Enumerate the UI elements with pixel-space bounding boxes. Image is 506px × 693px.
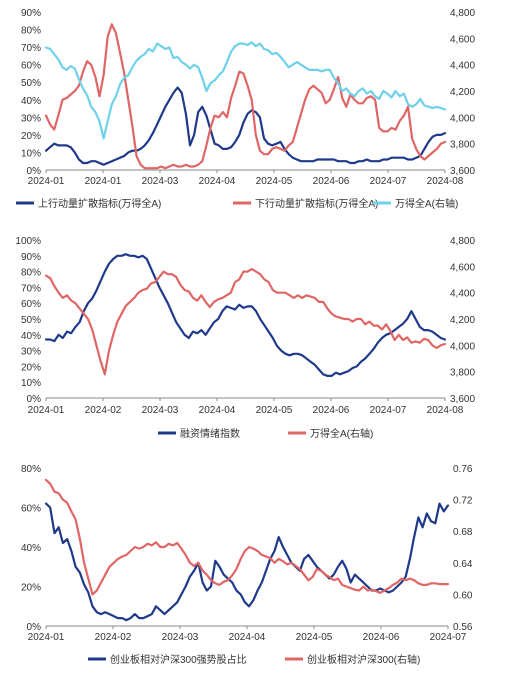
left-tick-label: 60% xyxy=(21,299,41,310)
legend-item: 下行动量扩散指标(万得全A) xyxy=(233,197,378,210)
x-tick-label: 2024-03 xyxy=(162,632,199,643)
x-tick-label: 2024-03 xyxy=(142,405,179,416)
left-tick-label: 80% xyxy=(21,268,41,279)
right-tick-label: 3,600 xyxy=(450,394,475,405)
left-tick-label: 40% xyxy=(21,331,41,342)
legend-label: 创业板相对沪深300(右轴) xyxy=(307,653,420,666)
right-tick-label: 4,600 xyxy=(450,34,475,45)
right-tick-label: 0.76 xyxy=(453,464,473,475)
x-tick-label: 2024-01 xyxy=(85,176,122,187)
left-tick-label: 30% xyxy=(21,347,41,358)
right-tick-label: 4,000 xyxy=(450,341,475,352)
legend-item: 创业板相对沪深300(右轴) xyxy=(285,653,420,666)
x-tick-label: 2024-01 xyxy=(28,405,65,416)
legend-label: 下行动量扩散指标(万得全A) xyxy=(255,197,378,210)
chart-2: 0% 10% 20% 30% 40% 50% 60% 70% 80% 90% 100% 3,600 3,… xyxy=(15,236,475,440)
x-tick-label: 2024-04 xyxy=(229,632,266,643)
x-tick-label: 2024-05 xyxy=(256,176,293,187)
x-tick-label: 2024-02 xyxy=(85,405,122,416)
left-tick-label: 10% xyxy=(21,378,41,389)
right-tick-label: 4,800 xyxy=(450,8,475,19)
left-tick-label: 0% xyxy=(27,622,42,633)
left-tick-label: 90% xyxy=(21,8,41,19)
x-tick-label: 2024-01 xyxy=(28,632,65,643)
legend-item: 融资情绪指数 xyxy=(158,427,240,440)
right-tick-label: 4,000 xyxy=(450,113,475,124)
legend-label: 创业板相对沪深300强势股占比 xyxy=(110,653,247,666)
x-tick-label: 2024-06 xyxy=(313,176,350,187)
left-tick-label: 100% xyxy=(15,236,41,247)
left-tick-label: 50% xyxy=(21,315,41,326)
left-tick-label: 40% xyxy=(21,96,41,107)
series-line-1 xyxy=(44,86,447,166)
legend-item: 上行动量扩散指标(万得全A) xyxy=(16,197,161,210)
right-tick-label: 0.64 xyxy=(453,559,473,570)
x-tick-label: 2024-08 xyxy=(427,176,464,187)
legend-label: 上行动量扩散指标(万得全A) xyxy=(38,197,161,210)
legend-label: 万得全A(右轴) xyxy=(395,197,458,210)
right-tick-label: 0.68 xyxy=(453,527,473,538)
right-tick-label: 3,600 xyxy=(450,166,475,177)
left-tick-label: 60% xyxy=(21,504,41,515)
left-tick-label: 70% xyxy=(21,283,41,294)
right-tick-label: 3,800 xyxy=(450,368,475,379)
left-tick-label: 20% xyxy=(21,583,41,594)
left-tick-label: 80% xyxy=(21,464,41,475)
legend-item: 创业板相对沪深300强势股占比 xyxy=(88,653,247,666)
x-tick-label: 2024-08 xyxy=(427,405,464,416)
x-tick-label: 2024-07 xyxy=(370,176,407,187)
left-tick-label: 10% xyxy=(21,148,41,159)
right-tick-label: 0.72 xyxy=(453,496,473,507)
right-tick-label: 4,400 xyxy=(450,289,475,300)
x-tick-label: 2024-03 xyxy=(142,176,179,187)
left-tick-label: 0% xyxy=(27,394,42,405)
x-tick-label: 2024-02 xyxy=(95,632,132,643)
chart-3: 0% 20% 40% 60% 80% 0.56 0.60 0.64 0.68 0.72 0.76 20… xyxy=(21,464,473,666)
left-tick-label: 90% xyxy=(21,252,41,263)
legend-label: 融资情绪指数 xyxy=(180,427,240,440)
x-tick-label: 2024-04 xyxy=(199,176,236,187)
series-line-3 xyxy=(44,41,447,140)
series-line-1 xyxy=(44,502,450,622)
left-tick-label: 70% xyxy=(21,43,41,54)
left-tick-label: 80% xyxy=(21,26,41,37)
x-tick-label: 2024-05 xyxy=(296,632,333,643)
series-line-2 xyxy=(44,23,447,170)
x-tick-label: 2024-07 xyxy=(430,632,467,643)
right-tick-label: 3,800 xyxy=(450,140,475,151)
legend-item: 万得全A(右轴) xyxy=(373,197,458,210)
series-line-2 xyxy=(44,478,450,596)
x-tick-label: 2024-06 xyxy=(363,632,400,643)
right-tick-label: 4,200 xyxy=(450,315,475,326)
x-tick-label: 2024-07 xyxy=(370,405,407,416)
chart-1: 0% 10% 20% 30% 40% 50% 60% 70% 80% 90% 3,600 3,800 4… xyxy=(16,8,475,210)
right-tick-label: 0.60 xyxy=(453,590,473,601)
left-tick-label: 20% xyxy=(21,362,41,373)
right-tick-label: 4,600 xyxy=(450,262,475,273)
legend-item: 万得全A(右轴) xyxy=(288,427,373,440)
left-tick-label: 30% xyxy=(21,113,41,124)
legend-label: 万得全A(右轴) xyxy=(310,427,373,440)
left-tick-label: 50% xyxy=(21,78,41,89)
x-tick-label: 2024-05 xyxy=(256,405,293,416)
right-tick-label: 4,200 xyxy=(450,87,475,98)
right-tick-label: 0.56 xyxy=(453,622,473,633)
left-tick-label: 20% xyxy=(21,131,41,142)
left-tick-label: 40% xyxy=(21,543,41,554)
x-tick-label: 2024-01 xyxy=(28,176,65,187)
right-tick-label: 4,800 xyxy=(450,236,475,247)
x-tick-label: 2024-06 xyxy=(313,405,350,416)
left-tick-label: 60% xyxy=(21,61,41,72)
series-line-2 xyxy=(44,267,447,376)
series-line-1 xyxy=(44,253,447,377)
right-tick-label: 4,400 xyxy=(450,61,475,72)
left-tick-label: 0% xyxy=(27,166,42,177)
x-tick-label: 2024-04 xyxy=(199,405,236,416)
